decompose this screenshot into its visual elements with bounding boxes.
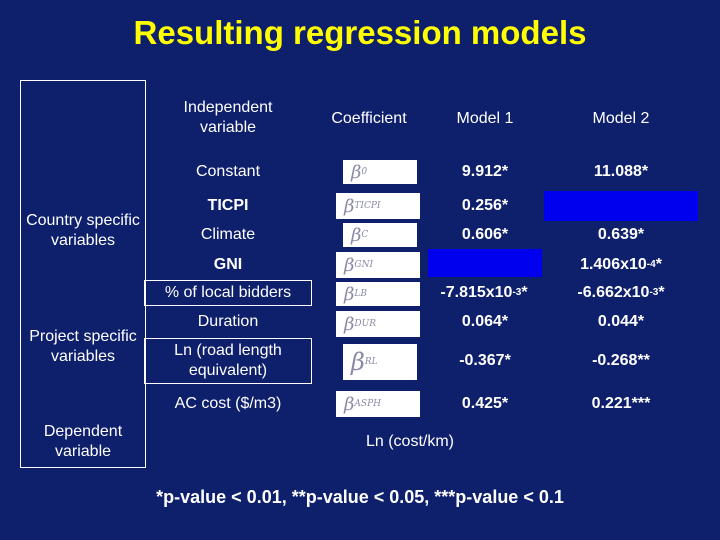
significance-footnote: *p-value < 0.01, **p-value < 0.05, ***p-… [156,487,564,507]
model1-road-length: -0.367* [459,352,511,369]
variable-ticpi: TICPI [207,197,249,214]
coef-duration: β DUR [336,311,420,337]
model2-duration: 0.044* [597,313,645,330]
coef-ac-cost: β ASPH [336,391,420,417]
model2-ticpi-excluded-cell [544,191,698,221]
variable-road-length: Ln (road length equivalent) [174,342,282,379]
model2-climate: 0.639* [597,226,645,243]
coef-road-length: β RL [343,344,417,380]
model2-constant: 11.088* [593,163,649,180]
variable-ac-cost: AC cost ($/m3) [174,395,282,412]
model2-ac-cost: 0.221*** [591,395,651,412]
group-column-frame [20,80,146,468]
model2-gni: 1.406x10 -4 * [580,256,662,273]
variable-climate: Climate [200,226,256,243]
model1-ticpi: 0.256* [461,197,509,214]
road-length-box [144,338,312,384]
header-coefficient: Coefficient [331,110,407,127]
header-model-2: Model 2 [592,110,650,127]
header-independent-variable: Independent variable [183,99,273,136]
model1-ac-cost: 0.425* [461,395,509,412]
model2-road-length: -0.268** [592,352,650,369]
model1-local-bidders: -7.815x10 -3 * [440,284,528,301]
header-model-1: Model 1 [456,110,514,127]
group-label-dependent: Dependent variable [43,423,123,460]
model1-gni-excluded-cell [428,249,542,277]
model2-local-bidders: -6.662x10 -3 * [577,284,665,301]
model1-climate: 0.606* [461,226,509,243]
local-bidders-box [144,280,312,306]
variable-duration: Duration [197,313,259,330]
coef-local-bidders: β LB [336,282,420,306]
variable-gni: GNI [213,256,243,273]
model1-duration: 0.064* [461,313,509,330]
variable-constant: Constant [195,163,261,180]
dependent-variable-value: Ln (cost/km) [365,433,454,450]
model1-constant: 9.912* [461,163,509,180]
group-label-country: Country specific variables [26,212,140,249]
variable-local-bidders: % of local bidders [164,284,292,301]
coef-gni: β GNI [336,252,420,278]
coef-ticpi: β TICPI [336,193,420,219]
group-label-project: Project specific variables [29,328,137,365]
slide-title: Resulting regression models [133,14,587,51]
